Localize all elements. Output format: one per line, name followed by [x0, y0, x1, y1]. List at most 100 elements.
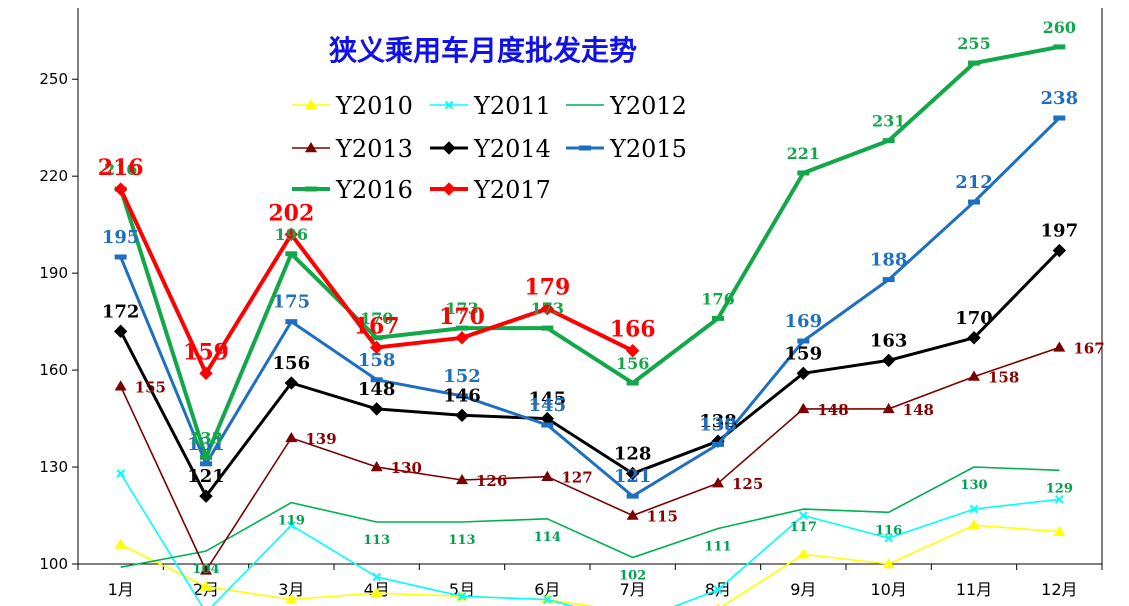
y2013-marker	[1053, 341, 1066, 352]
legend-item-y2010: Y2010	[292, 92, 413, 120]
data-label-y2014: 148	[358, 379, 396, 400]
y2014-marker	[442, 141, 456, 155]
y2011-marker	[372, 572, 381, 582]
series-y2015	[114, 115, 1066, 499]
data-label-y2013: 148	[817, 401, 848, 419]
y2010-marker	[882, 558, 895, 569]
legend-item-y2013: Y2013	[292, 135, 413, 163]
y2016-marker	[1053, 44, 1066, 50]
legend-label-y2011: Y2011	[473, 92, 551, 120]
y2015-marker	[456, 393, 468, 399]
y2015-marker	[370, 377, 383, 383]
series-y2013	[114, 341, 1066, 575]
y2013-marker	[456, 473, 468, 485]
y2015-marker	[541, 422, 554, 428]
y2017-marker	[625, 343, 640, 358]
y2010-marker	[716, 603, 720, 606]
y2015-marker	[114, 254, 127, 260]
y2016-marker	[200, 454, 212, 460]
x-tick-label: 6月	[534, 580, 560, 599]
series-y2016	[114, 44, 1066, 460]
y-tick-label: 160	[39, 361, 68, 379]
y2017-marker	[442, 182, 456, 196]
data-label-y2012: 104	[192, 562, 219, 577]
data-label-y2012: 113	[448, 533, 475, 548]
legend-label-y2013: Y2013	[335, 135, 413, 163]
y2013-marker	[541, 470, 554, 481]
y2016-marker	[541, 325, 554, 331]
data-label-y2012: 113	[363, 533, 390, 548]
y2015-marker	[579, 145, 591, 151]
y2013-marker	[305, 142, 317, 153]
data-label-y2012: 111	[704, 539, 731, 554]
data-label-y2017: 167	[354, 313, 400, 339]
y2013-marker	[285, 431, 298, 443]
y2017-marker	[113, 182, 128, 196]
legend-item-y2011: Y2011	[430, 92, 551, 120]
data-label-y2015: 121	[614, 466, 652, 487]
legend-item-y2014: Y2014	[430, 135, 551, 163]
legend-label-y2017: Y2017	[473, 176, 551, 204]
y2011-marker	[884, 533, 893, 543]
y2017-marker	[540, 301, 555, 316]
data-label-y2017: 216	[98, 155, 144, 181]
legend-item-y2015: Y2015	[566, 135, 687, 163]
y2010-marker	[285, 593, 298, 604]
y2011-marker	[444, 100, 454, 110]
data-label-y2015: 145	[529, 395, 567, 416]
x-tick-label: 1月	[108, 580, 134, 599]
data-label-y2016: 173	[531, 299, 564, 318]
data-label-y2016: 133	[189, 428, 222, 447]
legend-item-y2016: Y2016	[292, 176, 413, 204]
y2010-marker	[305, 99, 317, 110]
y2016-marker	[626, 380, 639, 386]
data-label-y2015: 169	[785, 311, 823, 332]
y2017-marker	[284, 227, 299, 242]
y2011-marker	[799, 511, 808, 520]
y2013-marker	[114, 380, 127, 391]
y2014-marker	[967, 331, 981, 345]
series-line-y2015	[119, 116, 1061, 498]
legend-label-y2010: Y2010	[335, 92, 413, 120]
data-label-y2017: 202	[268, 200, 314, 226]
data-label-y2016: 176	[701, 289, 734, 308]
legend-label-y2016: Y2016	[335, 176, 413, 204]
y2010-marker	[1053, 525, 1066, 536]
y2010-marker	[797, 548, 810, 559]
y2014-marker	[199, 489, 213, 503]
data-label-y2013: 127	[561, 469, 592, 487]
y2015-marker	[797, 338, 810, 344]
data-label-y2016: 231	[872, 112, 905, 131]
data-label-y2015: 158	[358, 350, 396, 371]
data-label-y2013: 158	[988, 369, 1019, 387]
legend-item-y2012: Y2012	[566, 92, 687, 120]
y2016-marker	[456, 325, 468, 331]
data-label-y2015: 238	[1041, 88, 1079, 109]
data-label-y2016: 255	[957, 34, 990, 53]
data-label-y2013: 125	[732, 475, 763, 493]
data-label-y2015: 188	[870, 250, 908, 271]
data-label-y2017: 170	[439, 304, 485, 330]
data-label-y2012: 102	[619, 569, 646, 584]
data-label-y2016: 173	[445, 299, 478, 318]
y-tick-label: 100	[39, 555, 68, 573]
data-label-y2016: 260	[1043, 18, 1076, 37]
data-label-y2017: 166	[610, 317, 656, 343]
y-tick-label: 220	[39, 167, 68, 185]
y2016-marker	[797, 170, 810, 176]
data-label-y2012: 114	[534, 530, 561, 545]
y2015-marker	[882, 277, 895, 283]
y2010-marker	[968, 519, 980, 530]
data-label-y2015: 175	[273, 292, 311, 313]
y2014-marker	[284, 376, 299, 390]
data-label-y2016: 170	[360, 309, 393, 328]
series-line-y2011	[120, 473, 1060, 606]
data-label-y2014: 170	[955, 308, 993, 329]
y2011-marker	[1055, 495, 1064, 504]
y2016-marker	[968, 60, 980, 66]
y2015-marker	[1053, 115, 1066, 121]
y2010-marker	[200, 580, 212, 591]
y2014-marker	[455, 408, 469, 423]
y2013-marker	[797, 402, 810, 414]
